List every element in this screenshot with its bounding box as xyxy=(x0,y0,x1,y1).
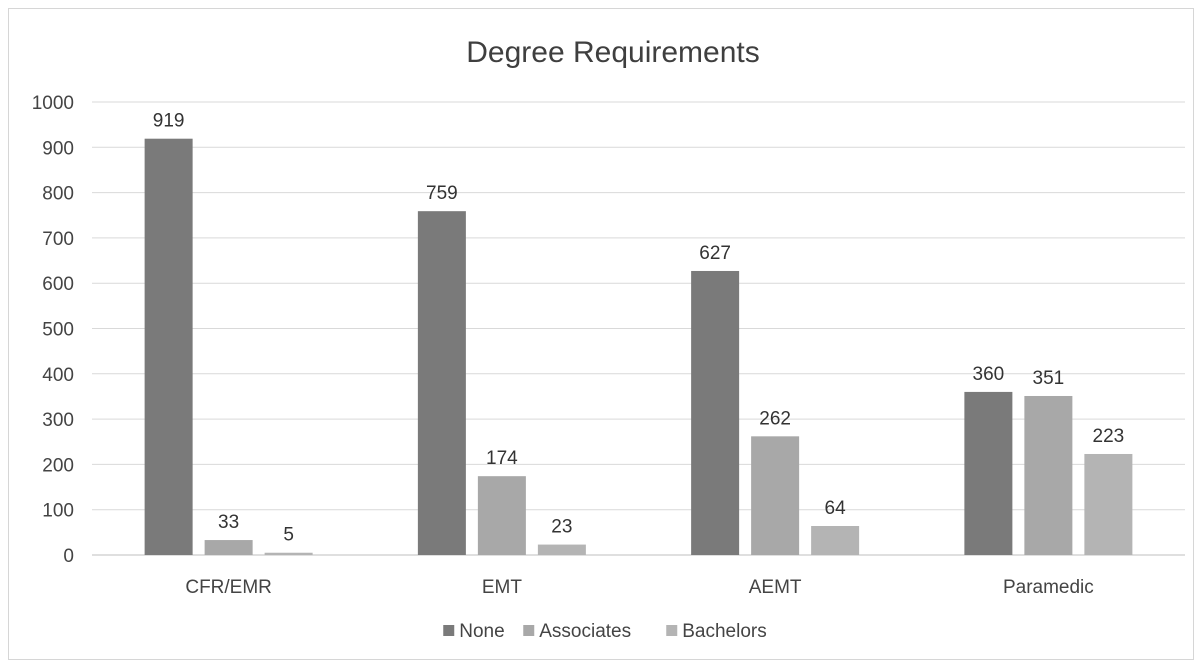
x-category-label: Paramedic xyxy=(1003,577,1094,598)
bar xyxy=(144,138,193,555)
bar xyxy=(204,540,253,555)
bar xyxy=(264,552,313,555)
y-tick-label: 600 xyxy=(42,274,74,295)
x-category-label: AEMT xyxy=(749,577,802,598)
bar xyxy=(691,270,740,555)
data-label: 262 xyxy=(759,408,791,429)
bar xyxy=(1024,395,1073,555)
data-label: 223 xyxy=(1093,426,1125,447)
x-category-label: EMT xyxy=(482,577,523,598)
gridlines xyxy=(92,101,1185,556)
bar xyxy=(417,211,466,555)
legend: None Associates Bachelors xyxy=(443,621,767,642)
bar xyxy=(811,526,860,555)
data-label: 174 xyxy=(486,448,518,469)
x-category-label: CFR/EMR xyxy=(185,577,272,598)
y-axis-ticks: 0 100 200 300 400 500 600 700 800 900 1000 xyxy=(32,93,74,567)
bar xyxy=(537,544,586,555)
y-tick-label: 200 xyxy=(42,455,74,476)
data-label: 64 xyxy=(825,498,847,519)
legend-swatch xyxy=(443,625,455,636)
y-tick-label: 100 xyxy=(42,501,74,522)
data-label: 919 xyxy=(153,111,185,132)
bars xyxy=(144,138,1133,555)
data-label: 351 xyxy=(1033,368,1065,389)
y-tick-label: 0 xyxy=(63,546,74,567)
y-tick-label: 700 xyxy=(42,229,74,250)
bar xyxy=(964,391,1013,555)
legend-label: Associates xyxy=(539,621,631,642)
bar xyxy=(477,476,526,555)
legend-swatch xyxy=(523,625,535,636)
legend-label: None xyxy=(459,621,504,642)
y-tick-label: 400 xyxy=(42,365,74,386)
data-label: 23 xyxy=(551,517,572,538)
y-tick-label: 900 xyxy=(42,138,74,159)
data-labels: 919 33 5 759 174 23 627 262 64 360 351 223 xyxy=(153,111,1124,546)
y-tick-label: 1000 xyxy=(32,93,74,114)
bar xyxy=(751,436,800,555)
data-label: 759 xyxy=(426,183,458,204)
data-label: 627 xyxy=(699,243,731,264)
legend-label: Bachelors xyxy=(682,621,767,642)
data-label: 360 xyxy=(973,364,1005,385)
y-tick-label: 300 xyxy=(42,410,74,431)
y-tick-label: 800 xyxy=(42,184,74,205)
data-label: 33 xyxy=(218,512,239,533)
y-tick-label: 500 xyxy=(42,320,74,341)
x-axis-categories: CFR/EMR EMT AEMT Paramedic xyxy=(185,577,1093,598)
chart-title: Degree Requirements xyxy=(466,36,759,69)
legend-swatch xyxy=(666,625,678,636)
data-label: 5 xyxy=(283,525,294,546)
bar xyxy=(1084,453,1133,555)
